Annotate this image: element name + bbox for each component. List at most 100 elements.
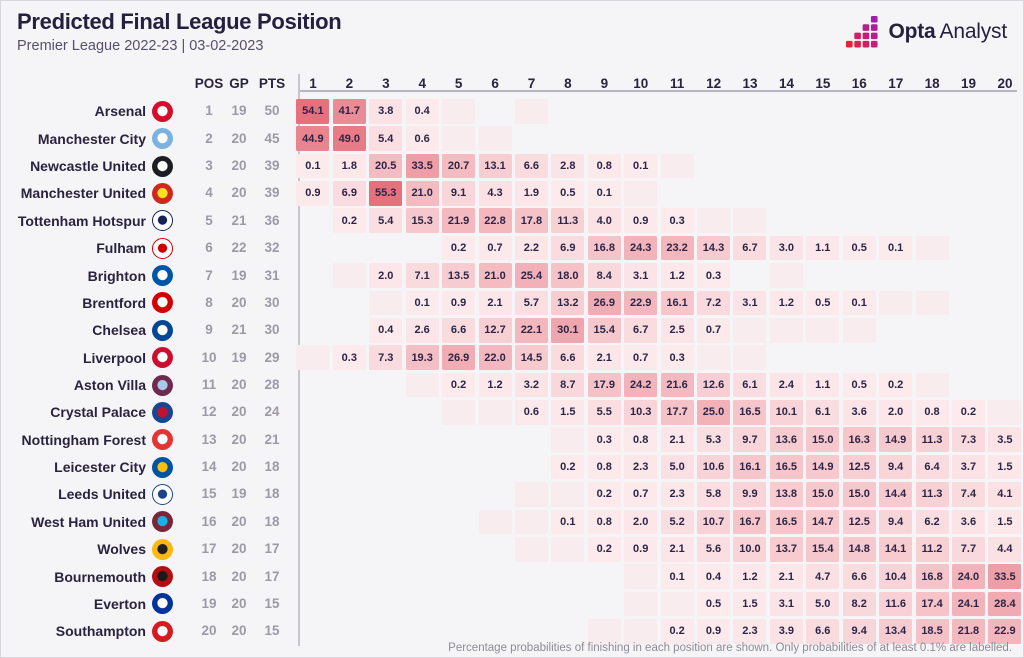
prob-cell-trace [988, 400, 1022, 425]
prob-cell-trace [697, 208, 731, 234]
prob-cell: 6.4 [915, 454, 949, 480]
prob-cell: 33.5 [988, 564, 1022, 589]
prob-cell: 6.6 [514, 153, 548, 179]
prob-cell-trace [624, 619, 658, 644]
prob-cell-trace [624, 591, 658, 617]
logo-word-analyst: Analyst [939, 20, 1008, 43]
prob-cell: 10.1 [769, 400, 803, 425]
prob-cell-trace [551, 482, 585, 507]
prob-cell: 0.1 [296, 153, 330, 179]
prob-cell: 7.3 [369, 345, 403, 370]
prob-cell: 2.1 [769, 564, 803, 589]
prob-cell: 16.7 [733, 509, 767, 535]
prob-cell: 0.5 [806, 290, 840, 316]
pos-value: 7 [205, 267, 213, 283]
prob-cell: 5.4 [369, 126, 403, 151]
pts-value: 30 [264, 322, 280, 338]
prob-cell: 0.1 [587, 181, 621, 206]
left-header-pos: POS [194, 76, 224, 91]
prob-cell-trace [551, 427, 585, 453]
prob-cell: 6.7 [733, 235, 767, 261]
prob-cell: 0.4 [697, 564, 731, 589]
team-badge-icon [152, 155, 173, 177]
prob-cell: 55.3 [369, 181, 403, 206]
team-badge-icon [152, 347, 173, 369]
prob-cell: 1.5 [551, 400, 585, 425]
pos-value: 14 [201, 459, 217, 475]
prob-cell: 2.8 [551, 153, 585, 179]
pts-value: 17 [264, 541, 280, 557]
prob-cell: 10.3 [624, 400, 658, 425]
prob-cell: 0.1 [405, 290, 439, 316]
prob-cell: 6.7 [624, 317, 658, 343]
prob-cell: 0.7 [697, 317, 731, 343]
team-name: Chelsea [92, 322, 146, 339]
position-header-14: 14 [778, 76, 794, 91]
prob-cell: 5.8 [697, 482, 731, 507]
team-badge-icon [152, 620, 173, 642]
prob-cell: 0.5 [697, 591, 731, 617]
prob-cell: 10.6 [697, 454, 731, 480]
prob-cell: 14.8 [842, 536, 876, 562]
prob-cell: 2.4 [769, 372, 803, 398]
gp-value: 19 [231, 349, 247, 365]
pos-value: 18 [201, 568, 217, 584]
prob-cell: 3.8 [369, 99, 403, 124]
prob-cell: 13.6 [769, 427, 803, 453]
prob-cell-trace [660, 153, 694, 179]
team-name: Leeds United [58, 486, 146, 503]
gp-value: 20 [231, 404, 247, 420]
team-name: Liverpool [82, 349, 146, 366]
prob-cell: 5.2 [660, 509, 694, 535]
prob-cell: 9.4 [879, 509, 913, 535]
prob-cell: 6.6 [842, 564, 876, 589]
prob-cell: 28.4 [988, 591, 1022, 617]
position-header-8: 8 [564, 76, 572, 91]
team-name: Everton [93, 595, 146, 612]
prob-cell: 22.8 [478, 208, 512, 234]
prob-cell-trace [442, 126, 476, 151]
pts-value: 28 [264, 377, 280, 392]
prob-cell: 0.3 [660, 208, 694, 234]
prob-cell: 1.5 [988, 454, 1022, 480]
team-badge-icon [152, 429, 173, 451]
prob-cell: 11.2 [915, 536, 949, 562]
prob-cell: 0.3 [660, 345, 694, 370]
pts-value: 32 [264, 240, 280, 256]
prob-cell: 3.0 [769, 235, 803, 261]
prob-cell: 13.1 [478, 153, 512, 179]
prob-cell: 26.9 [587, 290, 621, 316]
prob-cell: 7.4 [951, 482, 985, 507]
team-name: Bournemouth [54, 568, 146, 585]
prob-cell: 21.9 [442, 208, 476, 234]
prob-cell: 3.6 [951, 509, 985, 535]
team-badge-icon [152, 292, 173, 314]
prob-cell-trace [879, 290, 913, 316]
prob-cell: 3.1 [624, 263, 658, 288]
gp-value: 20 [231, 185, 247, 201]
prob-cell: 3.6 [842, 400, 876, 425]
prob-cell: 9.4 [842, 619, 876, 644]
prob-cell: 7.7 [951, 536, 985, 562]
prob-cell: 2.3 [733, 619, 767, 644]
team-name: Aston Villa [73, 377, 146, 393]
prob-cell: 0.8 [587, 454, 621, 480]
prob-cell-trace [296, 345, 330, 370]
prob-cell: 22.1 [514, 317, 548, 343]
team-badge-icon [152, 210, 173, 232]
prob-cell: 20.5 [369, 153, 403, 179]
prob-cell: 14.1 [879, 536, 913, 562]
gp-value: 21 [231, 322, 247, 338]
prob-cell: 16.8 [587, 235, 621, 261]
prob-cell: 16.1 [660, 290, 694, 316]
gp-value: 20 [231, 431, 247, 447]
prob-cell-trace [514, 482, 548, 507]
position-header-3: 3 [382, 76, 390, 91]
prob-cell-trace [769, 317, 803, 343]
team-badge-icon [152, 566, 173, 588]
pos-value: 13 [201, 431, 217, 447]
prob-cell: 2.1 [587, 345, 621, 370]
gp-value: 22 [231, 240, 247, 256]
prob-cell-trace [915, 235, 949, 261]
prob-cell: 24.3 [624, 235, 658, 261]
